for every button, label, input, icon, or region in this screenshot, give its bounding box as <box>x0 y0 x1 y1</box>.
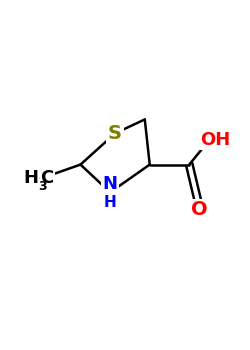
Text: N: N <box>103 175 118 193</box>
Text: C: C <box>40 169 54 188</box>
Text: O: O <box>191 200 208 219</box>
Text: S: S <box>108 124 122 143</box>
Text: 3: 3 <box>38 180 46 193</box>
Text: H: H <box>24 169 38 188</box>
Text: H: H <box>104 195 117 210</box>
Text: OH: OH <box>200 131 230 149</box>
